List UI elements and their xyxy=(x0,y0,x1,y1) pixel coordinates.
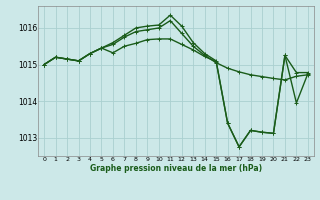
X-axis label: Graphe pression niveau de la mer (hPa): Graphe pression niveau de la mer (hPa) xyxy=(90,164,262,173)
